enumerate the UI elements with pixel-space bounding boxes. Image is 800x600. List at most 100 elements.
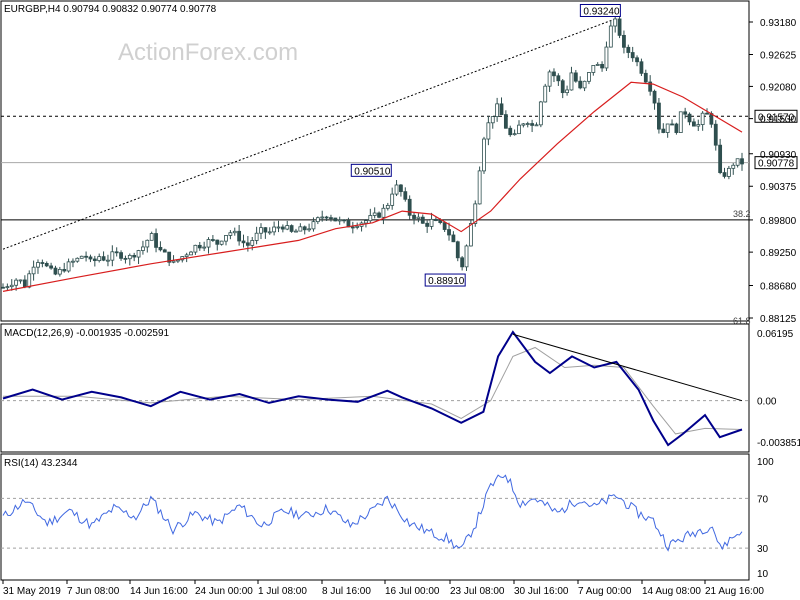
candle-body: [53, 267, 58, 275]
price-label-0: 0.93240: [583, 6, 620, 17]
price-tick-label: 0.93180: [760, 18, 797, 29]
fib-label-38: 38.2: [733, 209, 751, 219]
macd-panel-frame: [0, 323, 750, 453]
candle-body: [110, 251, 115, 261]
candle-body: [206, 239, 211, 248]
candle-body: [412, 214, 416, 219]
candle-body: [556, 75, 561, 82]
candle-body: [569, 72, 574, 91]
price-tag-1: 0.90778: [758, 159, 795, 170]
candle-body: [31, 266, 36, 275]
price-tick-label: 0.92625: [760, 50, 797, 61]
candle-body: [451, 234, 456, 243]
price-tick-label: 0.88125: [760, 314, 797, 325]
candle-body: [525, 123, 530, 125]
price-label-box: [350, 163, 392, 177]
candle-body: [377, 212, 381, 218]
candle-body: [267, 231, 272, 234]
candle-body: [674, 123, 679, 133]
candle-body: [219, 240, 224, 245]
candle-body: [324, 216, 329, 219]
candle-body: [538, 101, 543, 126]
candle-body: [407, 198, 412, 216]
candle-body: [97, 256, 102, 262]
price-tick-label: 0.90375: [760, 182, 797, 193]
candle-body: [184, 254, 189, 257]
candle-body: [368, 215, 373, 222]
candle-body: [44, 263, 49, 267]
candle-body: [482, 138, 486, 172]
candle-body: [416, 216, 421, 219]
candle-body: [473, 203, 478, 224]
candle-body: [92, 258, 97, 262]
x-tick-label: 14 Jun 16:00: [130, 586, 188, 597]
price-tick-label: 0.90930: [760, 150, 797, 161]
price-tick-label: 0.89800: [760, 216, 797, 227]
candle-body: [477, 170, 482, 205]
candle-body: [337, 219, 342, 222]
candle-body: [88, 256, 93, 260]
candle-body: [578, 80, 583, 89]
candle-body: [530, 123, 535, 126]
candle-body: [193, 244, 198, 253]
candle-body: [696, 124, 701, 127]
macd-tick-label: -0.003851: [757, 438, 800, 449]
candle-body: [394, 184, 399, 195]
candle-body: [342, 219, 346, 222]
candle-body: [276, 226, 281, 229]
candle-body: [434, 218, 438, 221]
candle-body: [591, 65, 596, 73]
candle-body: [486, 122, 491, 140]
candle-body: [263, 227, 268, 233]
candle-body: [652, 90, 657, 104]
price-tick-label: 0.91530: [760, 115, 797, 126]
x-tick-label: 8 Jul 16:00: [322, 586, 371, 597]
candle-body: [587, 72, 591, 82]
price-tick-label: 0.92080: [760, 82, 797, 93]
candle-body: [228, 232, 233, 236]
candle-body: [66, 261, 71, 272]
x-tick-label: 1 Jul 08:00: [258, 586, 307, 597]
candle-body: [665, 123, 670, 133]
rsi-tick-label: 30: [757, 544, 769, 555]
candle-body: [307, 228, 311, 231]
candle-body: [289, 225, 294, 232]
x-tick-label: 21 Aug 16:00: [705, 586, 764, 597]
candle-body: [14, 279, 19, 286]
candle-body: [36, 262, 40, 268]
candle-body: [429, 218, 434, 227]
rsi-tick-label: 70: [757, 494, 769, 505]
price-tick-label: 0.88680: [760, 282, 797, 293]
candle-body: [657, 102, 661, 130]
candle-body: [722, 172, 727, 177]
candle-body: [613, 18, 618, 27]
macd-header: MACD(12,26,9) -0.001935 -0.002591: [4, 328, 170, 339]
candle-body: [438, 220, 443, 223]
candle-body: [464, 245, 469, 268]
moving-average-line: [2, 81, 743, 292]
x-tick-label: 16 Jul 00:00: [385, 586, 440, 597]
candle-body: [18, 279, 23, 282]
candle-body: [114, 251, 119, 254]
candle-body: [700, 112, 705, 125]
candle-body: [691, 121, 696, 127]
candle-body: [333, 217, 338, 222]
candle-body: [197, 244, 202, 249]
candle-body: [740, 158, 744, 165]
candle-body: [149, 233, 154, 241]
candle-body: [127, 254, 132, 260]
price-tag-box: [754, 156, 798, 170]
candle-body: [71, 260, 75, 263]
candle-body: [84, 255, 88, 258]
candle-body: [132, 254, 137, 258]
price-tick-label: 0.89250: [760, 248, 797, 259]
candle-body: [302, 226, 307, 231]
macd-trendline: [512, 333, 743, 402]
candle-body: [237, 230, 242, 242]
candle-body: [154, 233, 158, 248]
price-label-box: [579, 3, 621, 17]
symbol-header: EURGBP,H4 0.90794 0.90832 0.90774 0.9077…: [4, 4, 217, 15]
macd-tick-label: 0.06195: [757, 329, 794, 340]
candle-body: [718, 144, 723, 173]
candle-body: [1, 286, 5, 289]
